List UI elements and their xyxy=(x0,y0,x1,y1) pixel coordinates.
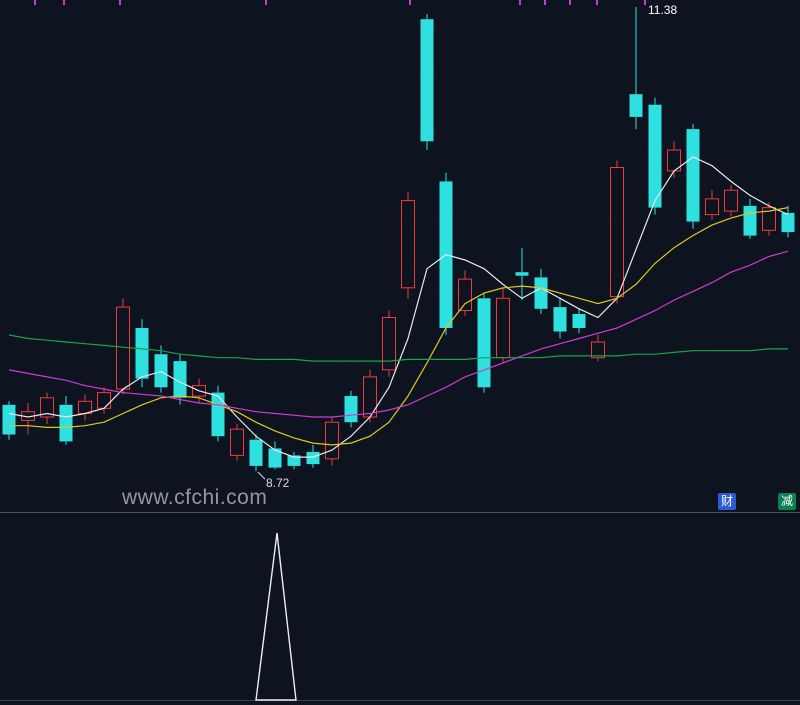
watermark: www.cfchi.com xyxy=(122,486,268,509)
sidebar-tag-cai[interactable]: 财 xyxy=(718,493,736,510)
low-price-label: 8.72 xyxy=(266,476,290,490)
high-price-label: 11.38 xyxy=(648,3,678,17)
sidebar-tag-jian[interactable]: 减 xyxy=(778,493,796,510)
